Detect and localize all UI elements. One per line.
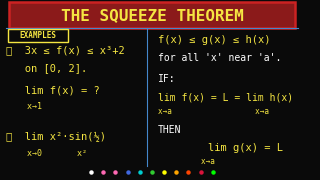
- Text: x→1: x→1: [12, 102, 42, 111]
- Text: for all 'x' near 'a'.: for all 'x' near 'a'.: [158, 53, 281, 63]
- Text: ①  3x ≤ f(x) ≤ x³+2: ① 3x ≤ f(x) ≤ x³+2: [6, 45, 125, 55]
- Text: lim f(x) = L = lim h(x): lim f(x) = L = lim h(x): [158, 92, 293, 102]
- FancyBboxPatch shape: [8, 29, 68, 42]
- Text: x→a                  x→a: x→a x→a: [158, 107, 269, 116]
- Text: THE SQUEEZE THEOREM: THE SQUEEZE THEOREM: [60, 8, 244, 23]
- Text: x→a: x→a: [164, 158, 215, 166]
- Text: on [0, 2].: on [0, 2].: [6, 63, 87, 73]
- Text: lim g(x) = L: lim g(x) = L: [158, 143, 283, 153]
- Text: EXAMPLES: EXAMPLES: [20, 31, 57, 40]
- Text: lim f(x) = ?: lim f(x) = ?: [6, 85, 100, 95]
- Text: ②  lim x²·sin(½): ② lim x²·sin(½): [6, 132, 106, 142]
- Text: THEN: THEN: [158, 125, 181, 135]
- Text: f(x) ≤ g(x) ≤ h(x): f(x) ≤ g(x) ≤ h(x): [158, 35, 270, 45]
- Text: x→0       x²: x→0 x²: [12, 148, 87, 158]
- Text: IF:: IF:: [158, 74, 176, 84]
- FancyBboxPatch shape: [9, 2, 295, 28]
